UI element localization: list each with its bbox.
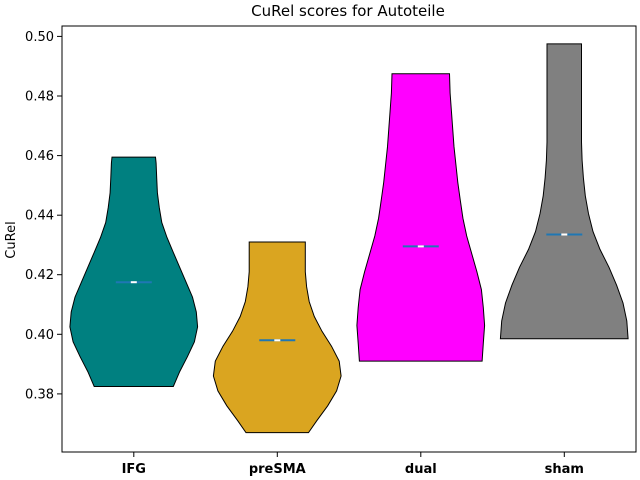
violin-presma	[212, 241, 342, 434]
y-axis-label: CuRel	[4, 221, 19, 258]
y-tick-label: 0.48	[25, 90, 54, 105]
violin-ifg	[69, 156, 199, 387]
y-tick-label: 0.44	[25, 209, 54, 224]
x-tick-label-sham: sham	[545, 462, 584, 477]
plot-content	[69, 43, 629, 434]
violin-sham	[499, 43, 629, 340]
y-tick-label: 0.40	[25, 328, 54, 343]
x-tick-label-dual: dual	[405, 462, 437, 477]
x-axis: IFG preSMA dual sham	[122, 452, 584, 477]
violin-dual	[356, 73, 486, 362]
x-tick-label-presma: preSMA	[249, 462, 306, 477]
plot-frame	[61, 25, 637, 453]
y-axis: 0.38 0.40 0.42 0.44 0.46 0.48 0.50	[25, 30, 62, 402]
y-tick-label: 0.38	[25, 387, 54, 402]
x-tick-label-ifg: IFG	[122, 462, 146, 477]
chart-title: CuRel scores for Autoteile	[251, 2, 445, 20]
y-tick-label: 0.50	[25, 30, 54, 45]
y-tick-label: 0.42	[25, 268, 54, 283]
y-tick-label: 0.46	[25, 149, 54, 164]
